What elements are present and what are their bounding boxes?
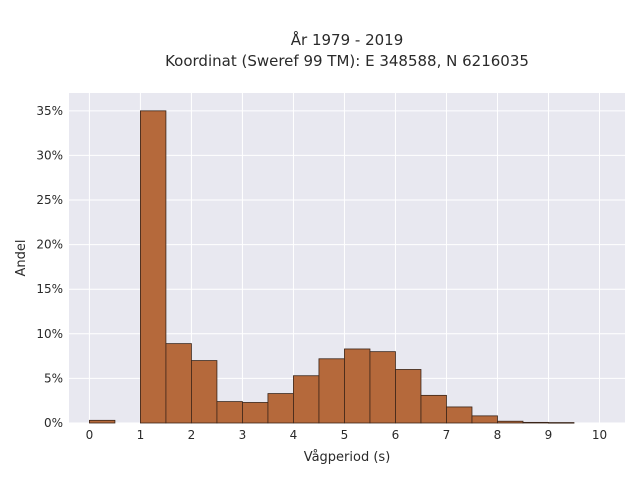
y-tick-label: 35% [36, 104, 63, 118]
y-axis-label: Andel [14, 240, 29, 277]
histogram-bar [446, 406, 473, 424]
y-tick-label: 15% [36, 282, 63, 296]
histogram-bar [140, 110, 167, 424]
histogram-bar [191, 360, 218, 424]
x-tick-label: 1 [137, 428, 145, 442]
x-tick-label: 10 [592, 428, 607, 442]
histogram-bar [395, 369, 422, 424]
x-tick-label: 2 [188, 428, 196, 442]
x-axis-ticks: 0 1 2 3 4 5 6 7 8 9 10 [86, 428, 608, 442]
histogram-bar [89, 419, 116, 424]
chart-title-line-1: År 1979 - 2019 [291, 30, 404, 49]
histogram-bar [420, 394, 447, 424]
histogram-bar [242, 402, 269, 424]
x-tick-label: 4 [290, 428, 298, 442]
x-tick-label: 7 [443, 428, 451, 442]
histogram-bar [165, 343, 192, 424]
x-tick-label: 0 [86, 428, 94, 442]
grid [69, 93, 625, 424]
y-tick-label: 0% [44, 416, 63, 430]
x-tick-label: 5 [341, 428, 349, 442]
y-tick-label: 10% [36, 327, 63, 341]
x-tick-label: 9 [545, 428, 553, 442]
histogram-bar [548, 422, 575, 424]
histogram-bar [344, 348, 371, 424]
y-tick-label: 25% [36, 193, 63, 207]
y-tick-label: 20% [36, 238, 63, 252]
x-tick-label: 3 [239, 428, 247, 442]
y-axis-ticks: 0% 5% 10% 15% 20% 25% 30% 35% [36, 104, 63, 430]
x-axis-label: Vågperiod (s) [304, 450, 391, 465]
histogram-bar [318, 358, 345, 424]
histogram-bar [497, 420, 524, 424]
histogram-bar [471, 415, 498, 424]
y-tick-label: 5% [44, 371, 63, 385]
histogram-bar [293, 375, 320, 424]
x-tick-label: 8 [494, 428, 502, 442]
histogram-bar [267, 393, 294, 424]
histogram-bar [216, 401, 243, 424]
x-tick-label: 6 [392, 428, 400, 442]
chart-title-line-2: Koordinat (Sweref 99 TM): E 348588, N 62… [165, 52, 529, 70]
histogram-bar [369, 351, 396, 424]
y-tick-label: 30% [36, 148, 63, 162]
histogram-bar [522, 421, 549, 424]
bars [89, 110, 575, 424]
